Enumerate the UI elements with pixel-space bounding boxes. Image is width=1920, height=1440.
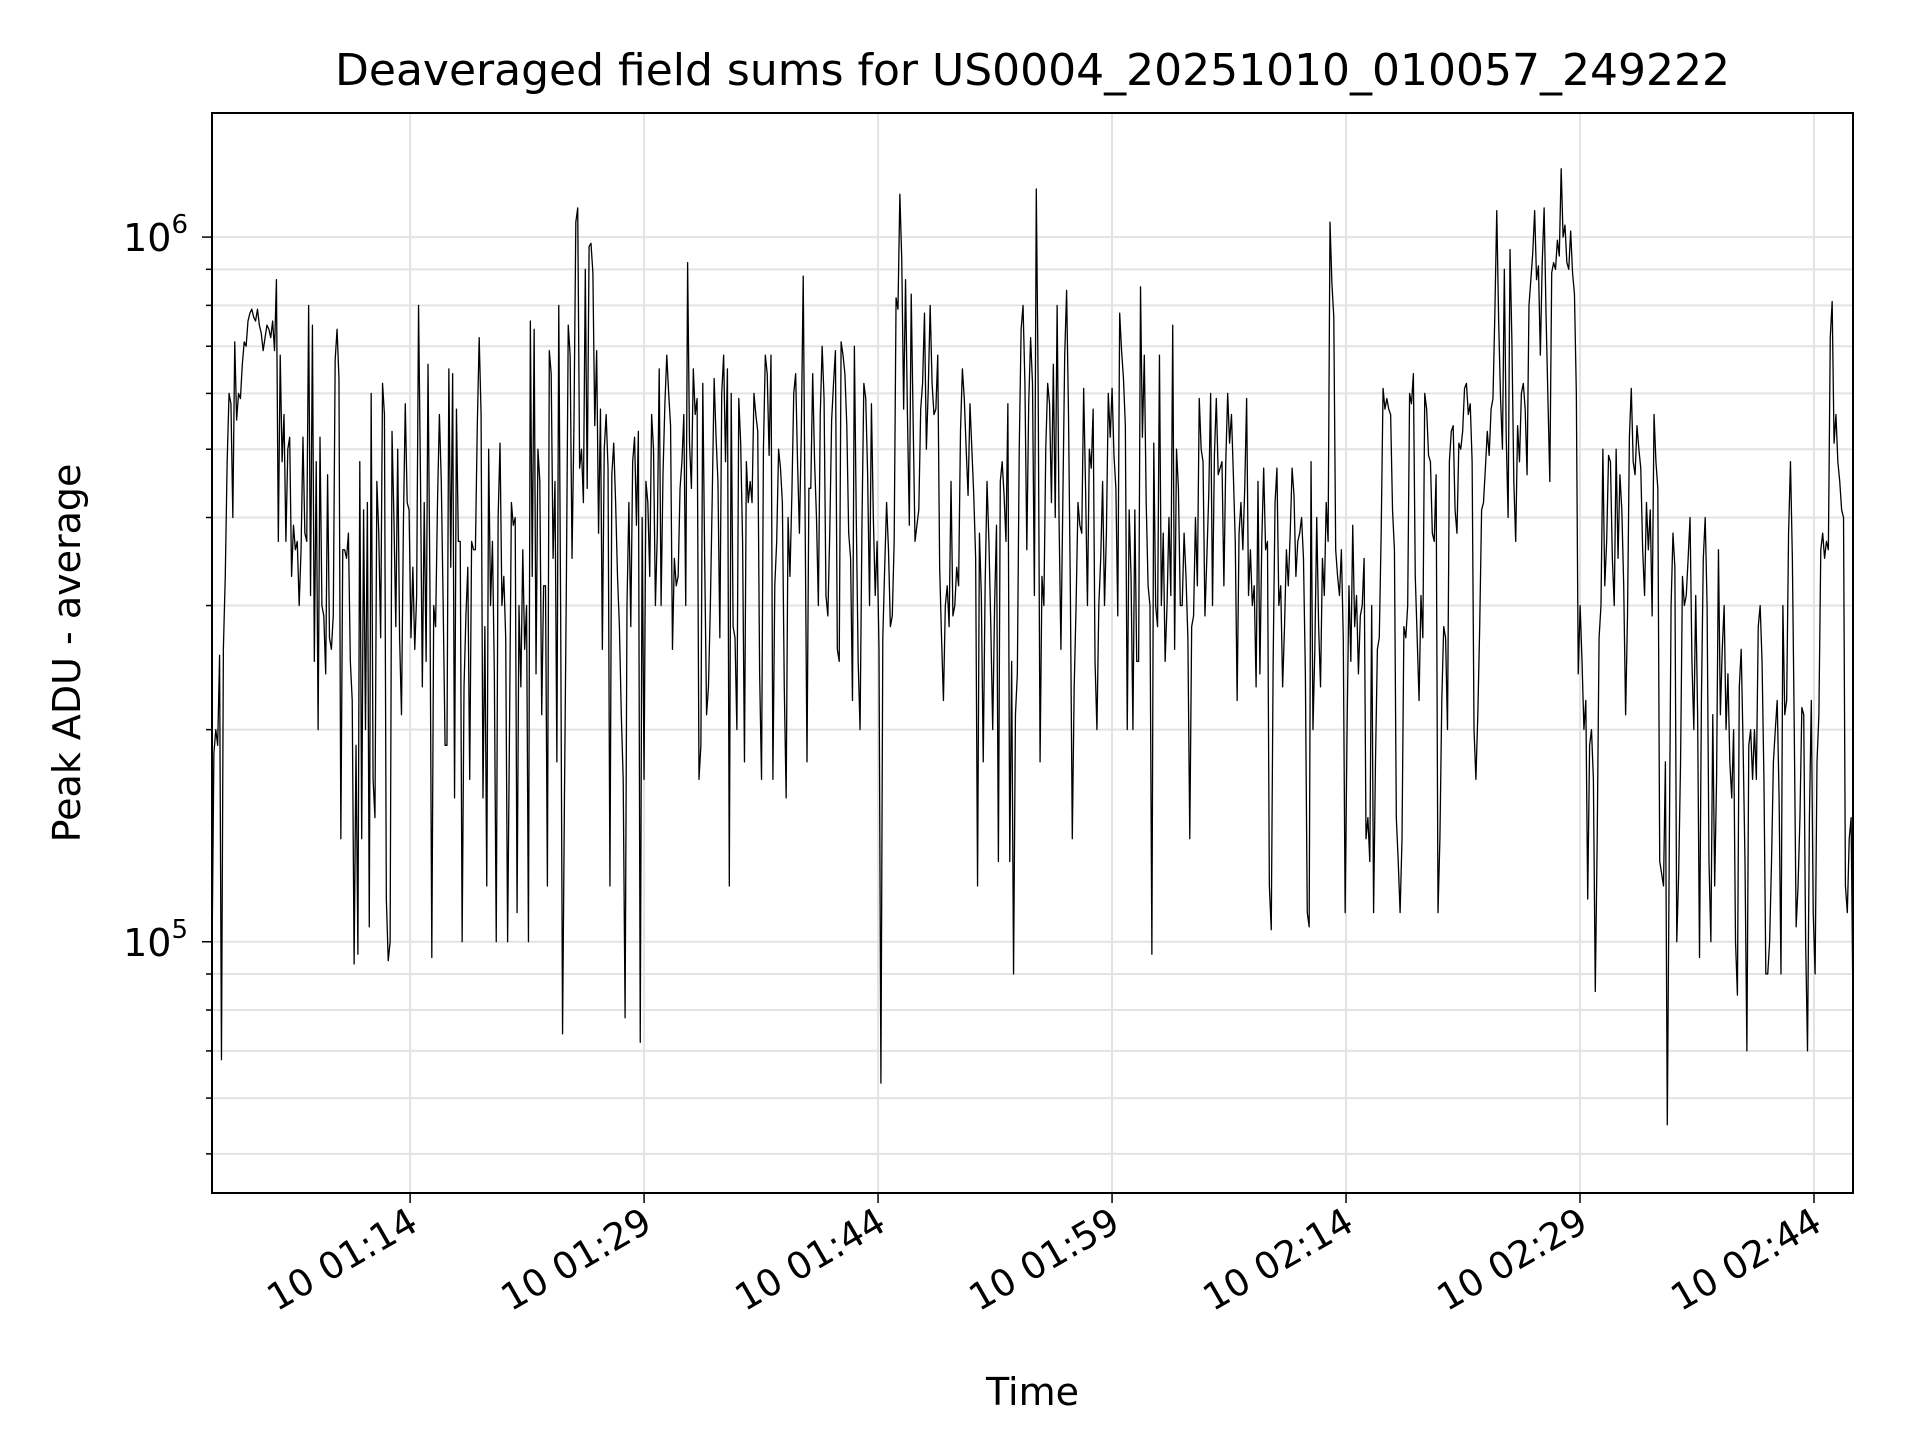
- x-axis-label: Time: [985, 1370, 1079, 1414]
- y-axis-label: Peak ADU - average: [45, 464, 89, 843]
- y-tick-label: 105: [123, 915, 188, 965]
- chart-title: Deaveraged field sums for US0004_2025101…: [335, 45, 1730, 96]
- axes-frame: [211, 112, 1854, 1194]
- y-tick-label: 106: [123, 210, 188, 260]
- grid: [212, 113, 1853, 1193]
- plot-area: [211, 168, 1854, 1126]
- series-line: [211, 168, 1854, 1126]
- y-axis-ticks: 105 106: [123, 210, 212, 1155]
